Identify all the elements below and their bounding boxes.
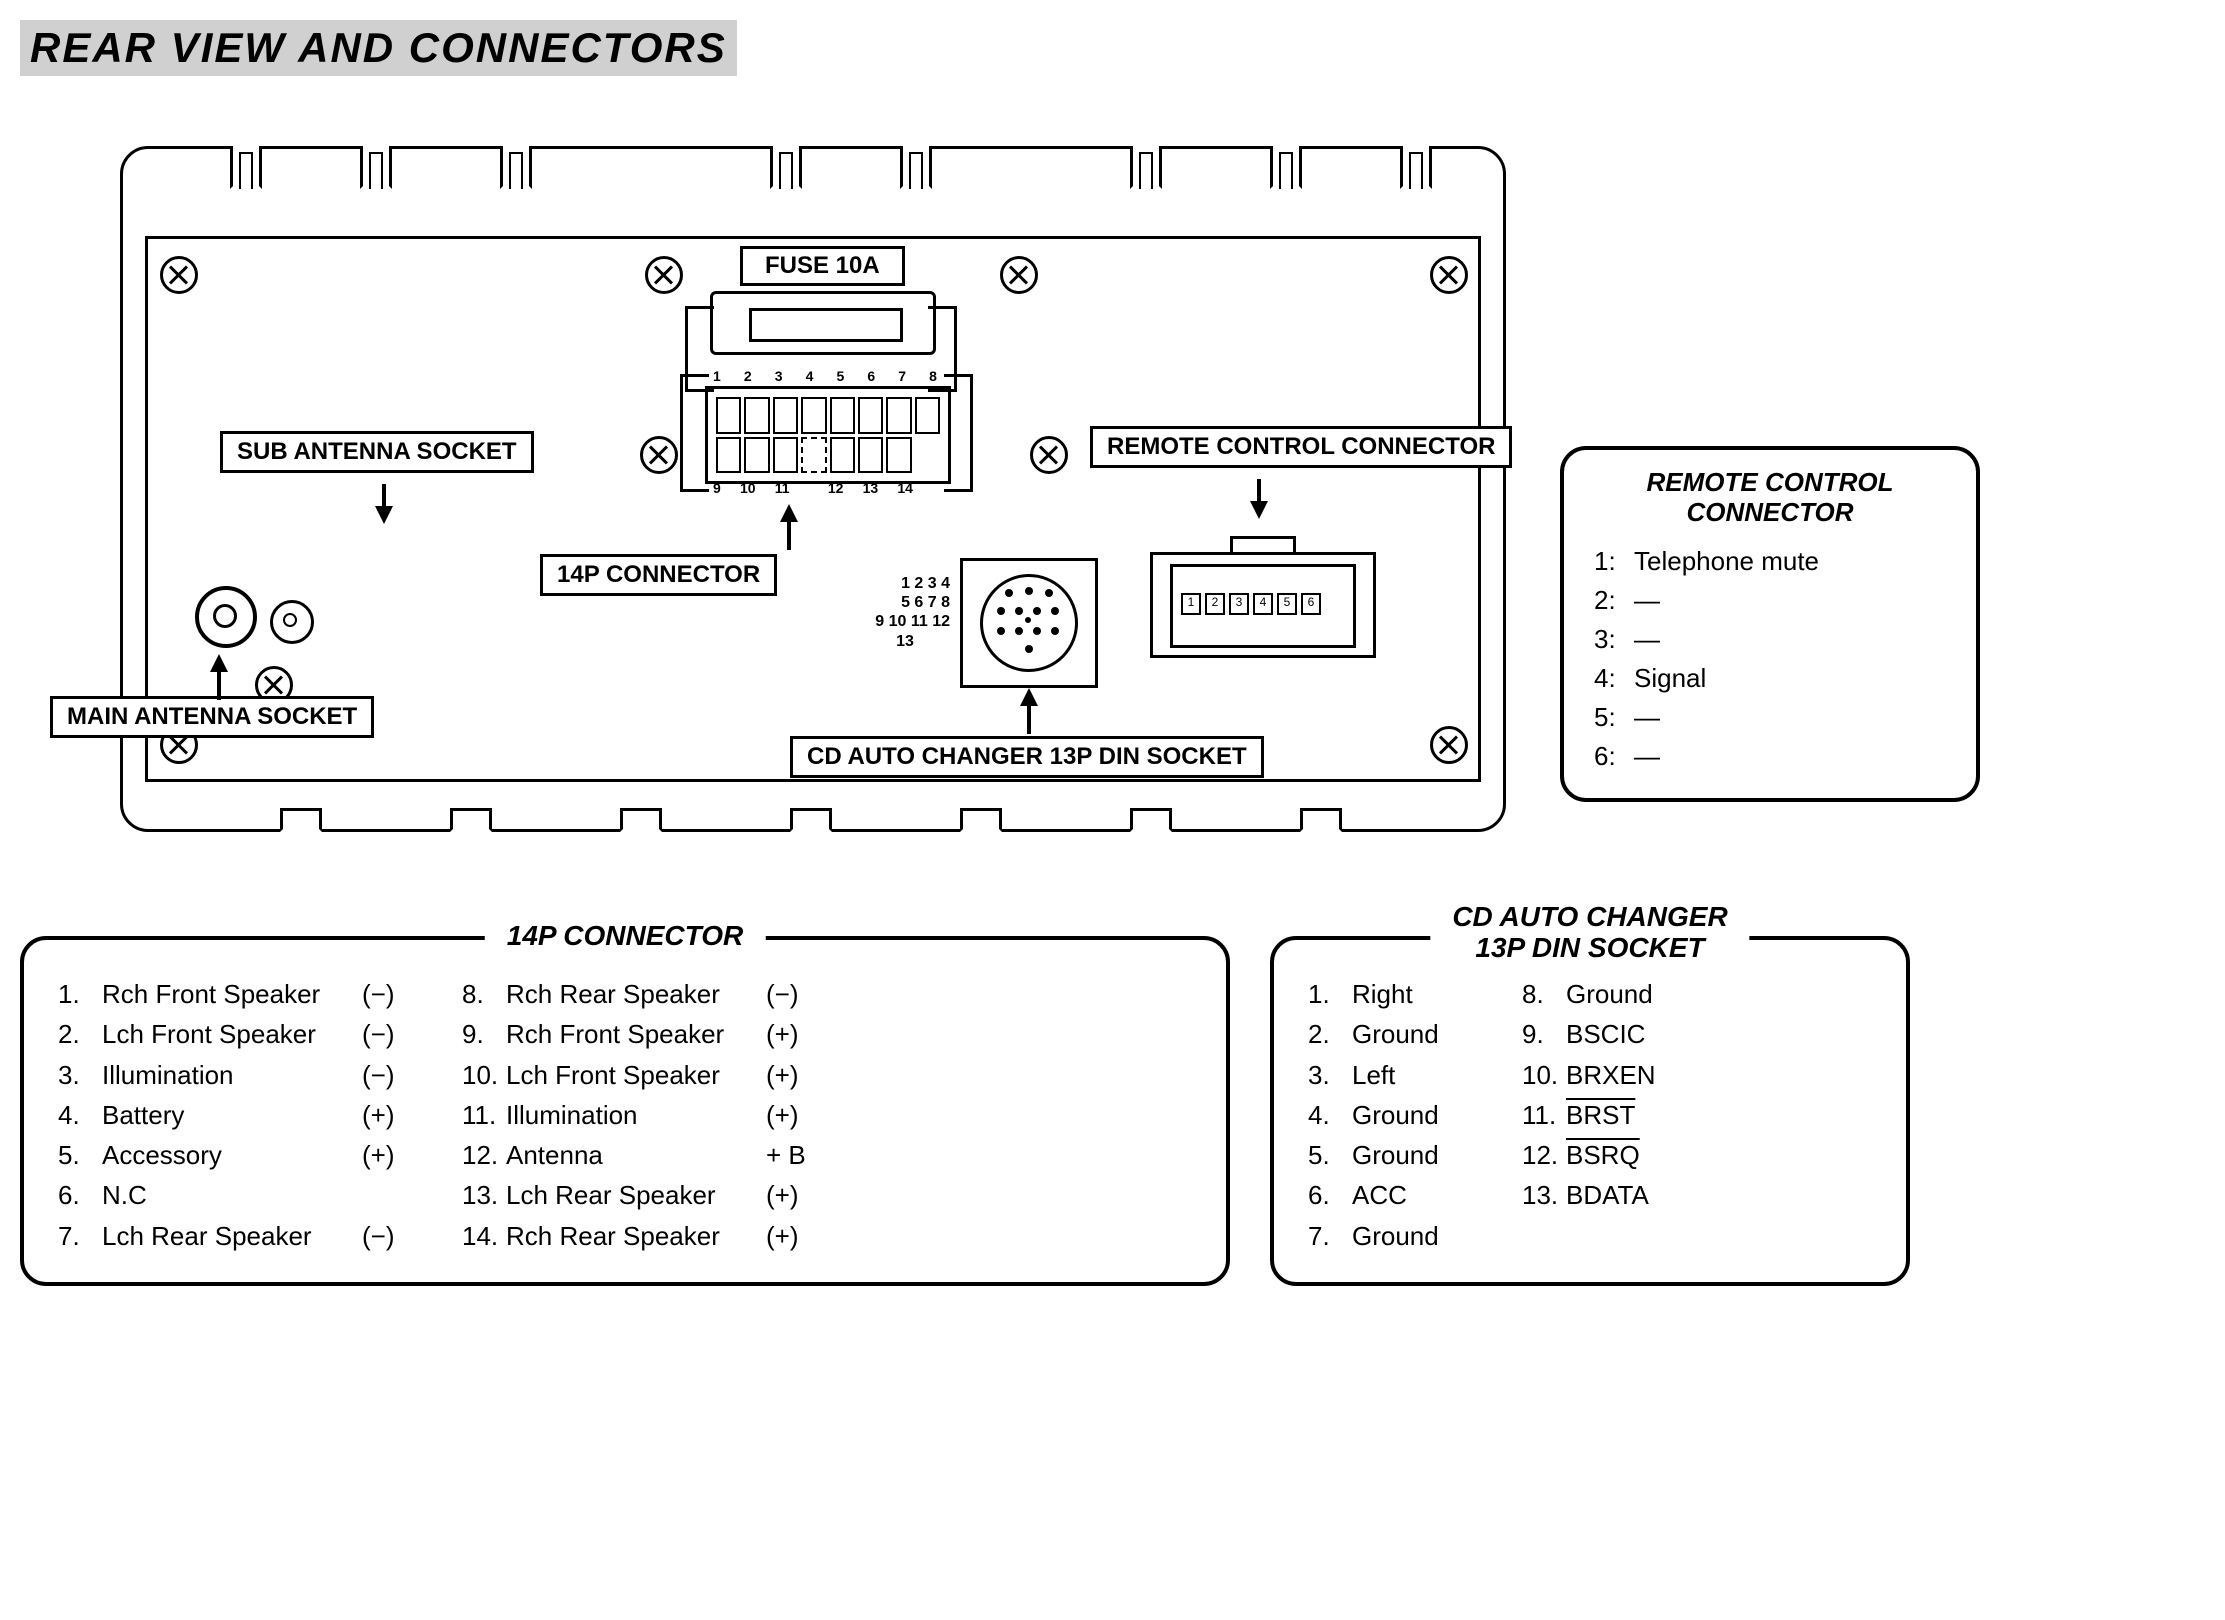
- table-row: 6.N.C: [58, 1175, 412, 1215]
- table-row: 14.Rch Rear Speaker(+): [462, 1216, 816, 1256]
- remote-panel-title-1: REMOTE CONTROL: [1594, 468, 1946, 498]
- table-row: 7.Ground: [1308, 1216, 1472, 1256]
- table-row: 3.Left: [1308, 1055, 1472, 1095]
- remote-panel-item: 1:Telephone mute: [1594, 542, 1946, 581]
- din-housing: [960, 558, 1098, 688]
- remote-panel-item: 4:Signal: [1594, 659, 1946, 698]
- bottom-tab: [790, 808, 832, 832]
- screw-icon: [1430, 726, 1468, 764]
- fuse-label: FUSE 10A: [740, 246, 905, 286]
- table-row: 8.Ground: [1522, 974, 1686, 1014]
- bottom-tab: [450, 808, 492, 832]
- table-row: 8.Rch Rear Speaker(−): [462, 974, 816, 1014]
- table-row: 2.Ground: [1308, 1014, 1472, 1054]
- arrow-down-icon: [375, 506, 393, 524]
- main-antenna-socket: [195, 586, 257, 648]
- table-row: 7.Lch Rear Speaker(−): [58, 1216, 412, 1256]
- remote-panel-item: 5:—: [1594, 698, 1946, 737]
- remote-panel-item: 2:—: [1594, 581, 1946, 620]
- table-row: 11.Illumination(+): [462, 1095, 816, 1135]
- label-remote-connector: REMOTE CONTROL CONNECTOR: [1090, 426, 1512, 468]
- table-row: 10.BRXEN: [1522, 1055, 1686, 1095]
- screw-icon: [1030, 436, 1068, 474]
- page-title: REAR VIEW AND CONNECTORS: [20, 20, 737, 76]
- label-main-antenna: MAIN ANTENNA SOCKET: [50, 696, 374, 738]
- mount-tab: [500, 146, 532, 189]
- bottom-tab: [620, 808, 662, 832]
- arrow-up-icon: [780, 504, 798, 522]
- bottom-tab: [960, 808, 1002, 832]
- screw-icon: [160, 256, 198, 294]
- mount-tab: [1400, 146, 1432, 189]
- fuse-body: [710, 291, 936, 355]
- label-cd-din: CD AUTO CHANGER 13P DIN SOCKET: [790, 736, 1264, 778]
- page-title-text: REAR VIEW AND CONNECTORS: [20, 20, 737, 76]
- table-14p: 14P CONNECTOR 1.Rch Front Speaker(−)2.Lc…: [20, 936, 1230, 1286]
- remote-panel-item: 6:—: [1594, 737, 1946, 776]
- table-row: 9.BSCIC: [1522, 1014, 1686, 1054]
- pin-numbers-top: 12345678: [713, 368, 937, 384]
- table-row: 12.BSRQ: [1522, 1135, 1686, 1175]
- din-pin-numbers: 1 2 3 4 5 6 7 8 9 10 11 12 13: [860, 574, 950, 651]
- pin-numbers-bottom: 91011121314: [713, 480, 913, 496]
- table-din: CD AUTO CHANGER 13P DIN SOCKET 1.Right2.…: [1270, 936, 1910, 1286]
- table-row: 6.ACC: [1308, 1175, 1472, 1215]
- remote-latch: [1230, 536, 1296, 555]
- table-row: 11.BRST: [1522, 1095, 1686, 1135]
- table-row: 13.BDATA: [1522, 1175, 1686, 1215]
- remote-panel-title-2: CONNECTOR: [1594, 498, 1946, 528]
- remote-panel-item: 3:—: [1594, 620, 1946, 659]
- table-row: 3.Illumination(−): [58, 1055, 412, 1095]
- screw-icon: [645, 256, 683, 294]
- table-row: 2.Lch Front Speaker(−): [58, 1014, 412, 1054]
- mount-tab: [1270, 146, 1302, 189]
- table-14p-title: 14P CONNECTOR: [485, 920, 766, 952]
- bottom-tab: [1130, 808, 1172, 832]
- bottom-tab: [280, 808, 322, 832]
- connector-clip: [680, 374, 709, 492]
- table-din-title: CD AUTO CHANGER 13P DIN SOCKET: [1430, 902, 1749, 964]
- table-row: 1.Rch Front Speaker(−): [58, 974, 412, 1014]
- bottom-tab: [1300, 808, 1342, 832]
- remote-panel: REMOTE CONTROL CONNECTOR 1:Telephone mut…: [1560, 446, 1980, 802]
- rear-view-diagram: FUSE 10A 12345678 91011121314 14P CONNEC: [20, 96, 2205, 876]
- screw-icon: [1430, 256, 1468, 294]
- label-sub-antenna: SUB ANTENNA SOCKET: [220, 431, 534, 473]
- table-row: 4.Battery(+): [58, 1095, 412, 1135]
- table-row: 5.Ground: [1308, 1135, 1472, 1175]
- table-row: 13.Lch Rear Speaker(+): [462, 1175, 816, 1215]
- mount-tab: [1130, 146, 1162, 189]
- arrow-down-icon: [1250, 501, 1268, 519]
- connector-14p: [705, 386, 951, 484]
- sub-antenna-socket: [270, 600, 314, 644]
- label-14p-connector: 14P CONNECTOR: [540, 554, 777, 596]
- screw-icon: [1000, 256, 1038, 294]
- table-row: 4.Ground: [1308, 1095, 1472, 1135]
- remote-housing: [1150, 552, 1376, 658]
- mount-tab: [230, 146, 262, 189]
- arrow-up-icon: [210, 654, 228, 672]
- mount-tab: [770, 146, 802, 189]
- table-row: 5.Accessory(+): [58, 1135, 412, 1175]
- mount-tab: [900, 146, 932, 189]
- table-row: 12.Antenna+ B: [462, 1135, 816, 1175]
- table-row: 10.Lch Front Speaker(+): [462, 1055, 816, 1095]
- table-row: 1.Right: [1308, 974, 1472, 1014]
- connector-clip: [944, 374, 973, 492]
- arrow-up-icon: [1020, 688, 1038, 706]
- table-row: 9.Rch Front Speaker(+): [462, 1014, 816, 1054]
- screw-icon: [640, 436, 678, 474]
- mount-tab: [360, 146, 392, 189]
